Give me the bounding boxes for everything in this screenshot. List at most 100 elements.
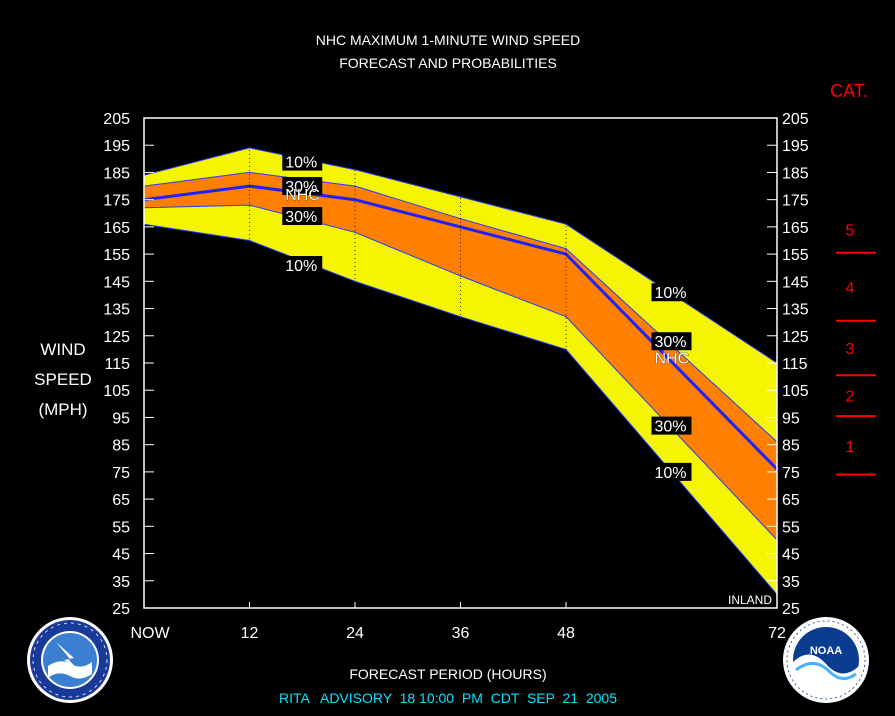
series-line-lower-30 [143,204,778,541]
band-label-text-0: 10% [285,155,317,172]
y-tick-label-left-10: 105 [103,383,130,400]
y-tick-label-left-18: 25 [112,601,130,618]
x-tick-label-0: NOW [130,625,170,642]
y-tick-label-right-0: 205 [782,111,809,128]
category-scale: CAT. 5 4 3 2 1 [830,81,876,476]
chart-subtitle: FORECAST AND PROBABILITIES [339,55,557,71]
data-point-lower-30-4 [565,315,567,318]
y-tick-label-right-6: 145 [782,274,809,291]
band-label-text-6: 30% [655,334,687,351]
band-label-8: 30% [651,416,692,436]
y-tick-label-right-13: 75 [782,465,800,482]
band-label-6: 30% [651,332,692,351]
y-tick-label-left-2: 185 [103,165,130,182]
y-tick-label-right-17: 35 [782,574,800,591]
y-tick-label-left-3: 175 [103,193,130,210]
band-label-9: 10% [651,462,692,482]
band-label-bg-4 [282,256,323,274]
band-label-bg-8 [651,416,692,435]
band-label-text-8: 30% [655,419,687,436]
series-line-upper-10 [143,147,778,364]
y-tick-label-left-13: 75 [112,465,130,482]
band-label-text-1: 30% [285,179,317,196]
advisory-footer: RITA ADVISORY 18 10:00 PM CDT SEP 21 200… [279,690,617,706]
band-label-text-7: NHC [655,351,690,368]
data-point-lower-30-1 [248,204,251,206]
y-tick-label-left-0: 205 [103,111,130,128]
band-label-bg-5 [651,283,692,302]
x-tick-label-5: 72 [768,625,786,642]
band-label-text-4: 10% [285,258,317,275]
category-label-2: 2 [846,389,855,406]
band-label-3: 30% [282,207,323,226]
y-tick-label-right-14: 65 [782,492,800,509]
band-label-text-2: NHC [285,187,320,204]
category-label-4: 4 [846,280,855,297]
category-label-3: 3 [846,341,855,358]
band-label-bg-0 [282,152,323,171]
band-label-bg-3 [282,207,323,225]
y-tick-label-left-9: 115 [104,356,130,373]
y-tick-label-right-10: 105 [782,383,809,400]
series-line-upper-30 [143,171,778,443]
y-tick-label-left-7: 135 [103,302,130,319]
y-tick-label-left-6: 145 [103,274,130,291]
y-tick-label-right-11: 95 [782,410,800,427]
x-tick-label-4: 48 [557,625,575,642]
y-axis-label-line-1: WIND [40,340,85,359]
data-point-upper-30-1 [248,171,251,174]
axes: 205 205 195 195 185 185 175 175 165 165 155 155 145 1… [103,111,809,642]
band-label-bg-9 [651,462,692,481]
y-tick-label-left-14: 65 [112,492,130,509]
data-point-forecast-2 [353,198,357,202]
x-tick-label-2: 24 [346,625,364,642]
chart-title: NHC MAXIMUM 1-MINUTE WIND SPEED [316,32,580,48]
y-tick-label-right-4: 165 [782,220,809,237]
y-tick-label-right-5: 155 [782,247,809,264]
y-tick-label-left-5: 155 [103,247,130,264]
svg-text:NOAA: NOAA [810,645,842,657]
y-tick-label-left-11: 95 [112,410,130,427]
y-tick-label-left-15: 55 [112,519,130,536]
band-label-0: 10% [282,152,323,172]
x-tick-label-1: 12 [241,625,259,642]
y-tick-label-left-1: 195 [103,138,130,155]
y-axis-label-line-3: (MPH) [38,400,87,419]
data-point-upper-30-4 [565,247,567,250]
y-tick-label-left-16: 45 [112,547,130,564]
category-title: CAT. [830,81,868,101]
category-label-5: 5 [846,223,855,240]
y-tick-label-right-9: 115 [782,356,808,373]
y-tick-label-right-12: 85 [782,438,800,455]
data-point-upper-10-1 [248,147,251,149]
band-label-text-3: 30% [285,209,317,226]
noaa-logo: NOAA [783,617,869,703]
x-axis-label: FORECAST PERIOD (HOURS) [349,666,546,682]
y-tick-label-right-3: 175 [782,193,809,210]
y-tick-label-right-16: 45 [782,547,800,564]
band-label-4: 10% [282,256,323,275]
band-30-percent [144,172,777,540]
x-tick-label-3: 36 [452,625,470,642]
data-point-lower-10-2 [354,280,356,283]
band-label-2: NHC [285,187,320,205]
series-line-lower-10 [143,223,778,595]
data-point-lower-10-4 [565,348,567,351]
data-point-upper-10-3 [459,196,462,198]
annotation-inland: INLAND [728,593,772,607]
band-label-bg-1 [282,177,323,196]
band-label-text-5: 10% [655,285,687,302]
data-point-lower-10-3 [459,315,462,318]
y-tick-label-right-18: 25 [782,601,800,618]
y-tick-label-right-8: 125 [782,329,809,346]
y-axis-label-line-2: SPEED [34,370,92,389]
y-tick-label-right-15: 55 [782,519,800,536]
y-tick-label-left-8: 125 [103,329,130,346]
series-line-nhc-forecast [143,184,779,471]
y-tick-label-right-7: 135 [782,302,809,319]
band-label-bg-6 [651,332,692,351]
data-point-lower-30-2 [354,231,356,234]
y-tick-label-left-17: 35 [112,574,130,591]
